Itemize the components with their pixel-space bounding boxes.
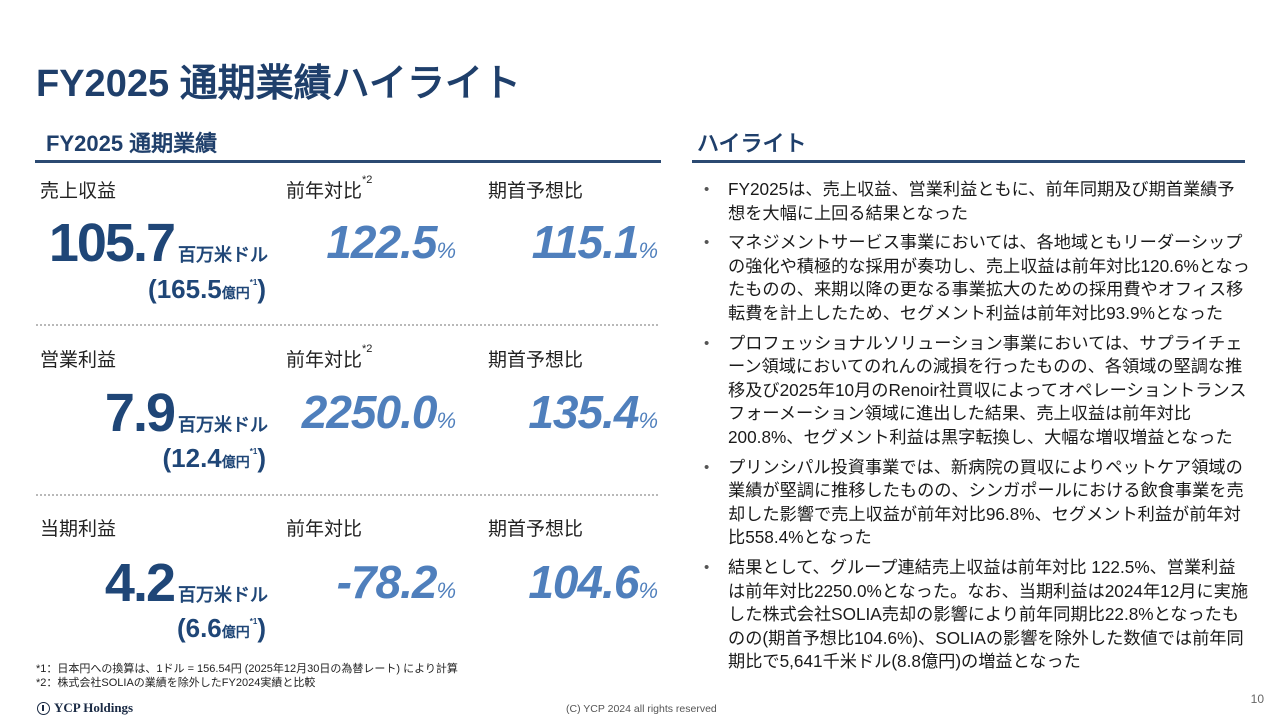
bullet-icon: • (704, 334, 710, 352)
yoy-value: 122.5% (326, 216, 456, 268)
yoy-label: 前年対比*2 (286, 343, 373, 371)
metric-divider (36, 324, 658, 326)
main-value: 4.2 百万米ドル (104, 553, 268, 613)
company-logo: YCP Holdings (37, 700, 133, 716)
metric-divider (36, 494, 658, 496)
yoy-label: 前年対比 (286, 519, 363, 540)
logo-text: YCP Holdings (54, 700, 134, 715)
metric-label: 売上収益 (40, 181, 117, 202)
page-title: FY2025 通期業績ハイライト (36, 63, 521, 105)
forecast-label: 期首予想比 (488, 519, 584, 540)
section-title-highlights: ハイライト (697, 131, 807, 156)
section-title-results: FY2025 通期業績 (46, 131, 218, 156)
metric-label: 当期利益 (40, 519, 117, 540)
yoy-label: 前年対比*2 (286, 174, 373, 202)
forecast-value: 115.1% (531, 216, 658, 268)
section-divider-left (35, 160, 661, 163)
ycp-logo-icon (37, 701, 50, 715)
forecast-label: 期首予想比 (488, 181, 584, 202)
footnote-1: *1：日本円への換算は、1ドル = 156.54円 (2025年12月30日の為… (36, 663, 458, 675)
bullet-icon: • (704, 558, 710, 576)
highlights-list: • FY2025は、売上収益、営業利益ともに、前年同期及び期首業績予想を大幅に上回… (700, 178, 1250, 680)
list-item: • FY2025は、売上収益、営業利益ともに、前年同期及び期首業績予想を大幅に上回… (704, 179, 1235, 223)
page-number: 10 (1250, 692, 1264, 706)
yoy-value: -78.2% (336, 556, 456, 608)
list-item: • プリンシパル投資事業では、新病院の買収によりペットケア領域の業績が堅調に推移し… (704, 456, 1244, 548)
bullet-icon: • (704, 181, 710, 198)
copyright: (C) YCP 2024 all rights reserved (566, 703, 717, 715)
jpy-value: (12.4億円*1) (162, 443, 266, 473)
section-divider-right (692, 160, 1245, 163)
main-value: 7.9 百万米ドル (104, 383, 268, 443)
jpy-value: (165.5億円*1) (148, 274, 266, 304)
bullet-icon: • (704, 458, 710, 476)
metric-label: 営業利益 (40, 350, 117, 371)
forecast-value: 104.6% (528, 556, 658, 608)
footnotes: *1：日本円への換算は、1ドル = 156.54円 (2025年12月30日の為… (36, 662, 458, 690)
main-value: 105.7 百万米ドル (48, 213, 268, 273)
yoy-value: 2250.0% (301, 386, 456, 438)
list-item: • 結果として、グループ連結売上収益は前年対比 122.5%、営業利益は前年対比2… (704, 556, 1249, 672)
forecast-label: 期首予想比 (488, 350, 584, 371)
list-item: • プロフェッショナルソリューション事業においては、サプライチェーン領域においての… (704, 332, 1247, 447)
bullet-icon: • (704, 234, 710, 252)
forecast-value: 135.4% (528, 386, 658, 438)
list-item: • マネジメントサービス事業においては、各地域ともリーダーシップの強化や積極的な採… (704, 232, 1250, 323)
footnote-2: *2：株式会社SOLIAの業績を除外したFY2024実績と比較 (36, 677, 316, 689)
jpy-value: (6.6億円*1) (176, 613, 266, 643)
